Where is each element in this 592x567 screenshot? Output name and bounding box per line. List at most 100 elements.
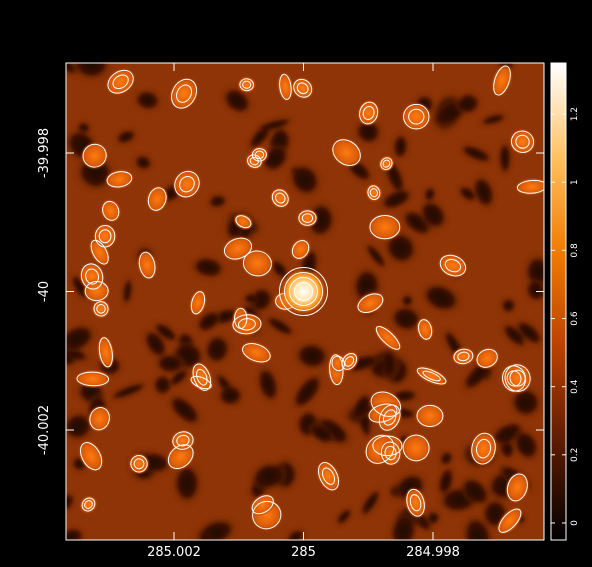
contour-outer xyxy=(439,254,467,277)
dark-trough xyxy=(152,373,174,397)
contour-outer xyxy=(279,73,292,100)
contour-outer xyxy=(369,215,401,240)
emission-blob xyxy=(276,71,295,103)
contour-outer xyxy=(251,495,274,515)
contour-inner xyxy=(408,108,425,125)
x-tick-label: 285 xyxy=(291,545,316,560)
emission-blob xyxy=(80,141,110,171)
contour-inner xyxy=(176,434,190,447)
contour-outer xyxy=(403,103,430,130)
dark-trough xyxy=(418,198,449,232)
emission-blob xyxy=(249,492,277,517)
contour-outer xyxy=(298,210,317,226)
emission-blob xyxy=(96,334,116,370)
dark-trough xyxy=(511,428,541,463)
colorbar-gradient xyxy=(551,63,566,540)
dark-trough xyxy=(66,526,86,540)
contour-inner xyxy=(176,84,193,103)
contour-outer xyxy=(80,442,103,471)
contour-outer xyxy=(506,473,528,502)
contour-outer xyxy=(98,337,113,368)
contour-inner xyxy=(444,258,462,273)
contour-outer xyxy=(242,250,272,277)
contour-outer xyxy=(84,281,109,302)
dark-trough xyxy=(458,143,494,164)
emission-blob xyxy=(86,404,113,433)
y-axis: -39.998 -40 -40.002 xyxy=(37,128,544,455)
y-tick-label: -40 xyxy=(37,281,52,302)
dark-trough xyxy=(198,530,212,540)
dark-trough xyxy=(423,186,437,203)
contour-inner xyxy=(409,494,422,512)
contour-outer xyxy=(402,434,430,462)
contour-outer xyxy=(380,441,401,465)
emission-blob xyxy=(82,278,112,304)
dark-trough xyxy=(142,328,169,360)
dark-trough xyxy=(192,517,238,540)
contour-inner xyxy=(238,318,256,331)
dark-trough xyxy=(66,323,97,354)
dark-trough xyxy=(264,315,296,337)
dark-trough xyxy=(133,154,153,171)
emission-blob xyxy=(400,432,433,464)
contour-outer xyxy=(317,462,340,491)
x-axis: 285.002 285 284.998 xyxy=(147,63,460,560)
contour-outer xyxy=(80,263,104,290)
contour-inner xyxy=(382,159,391,168)
dark-trough xyxy=(354,118,383,146)
contour-outer xyxy=(498,508,522,533)
dark-trough xyxy=(114,129,138,145)
dark-trough xyxy=(388,304,424,333)
dark-trough xyxy=(154,352,187,375)
dark-trough xyxy=(392,132,409,161)
contour-inner xyxy=(301,213,314,223)
contour-outer xyxy=(81,497,96,512)
dark-trough xyxy=(350,391,374,424)
dark-trough xyxy=(216,383,244,407)
colorbar-tick-label: 0.6 xyxy=(570,311,580,326)
contour-inner xyxy=(384,445,397,461)
dark-trough xyxy=(207,193,228,209)
contour-inner xyxy=(322,467,336,485)
emission-blob xyxy=(366,212,403,242)
dark-trough xyxy=(471,174,496,210)
contour-outer xyxy=(93,301,109,317)
emission-blob xyxy=(502,361,534,395)
contour-outer xyxy=(416,404,444,427)
contour-outer xyxy=(368,403,398,423)
dark-trough xyxy=(454,91,482,116)
emission-blob xyxy=(490,63,514,98)
x-tick-label: 285.002 xyxy=(147,545,201,560)
contour-inner xyxy=(249,156,259,166)
dark-trough xyxy=(457,185,478,203)
dark-trough xyxy=(167,367,190,388)
contour-outer xyxy=(359,101,379,125)
contour-outer xyxy=(380,157,393,170)
contour-inner xyxy=(344,356,355,367)
emission-blob xyxy=(88,237,112,267)
contour-outer xyxy=(471,432,496,465)
colorbar-frame xyxy=(550,62,567,541)
contour-outer xyxy=(251,148,267,162)
contour-inner xyxy=(112,74,129,90)
emission-blob xyxy=(77,439,105,473)
contour-outer xyxy=(107,69,134,94)
dark-trough xyxy=(439,450,454,467)
contour-outer xyxy=(293,78,313,98)
emission-blob xyxy=(378,438,403,468)
contour-outer xyxy=(510,130,535,153)
contour-outer xyxy=(171,78,198,109)
contour-outer xyxy=(252,500,282,530)
emission-blob xyxy=(400,101,433,132)
dark-trough xyxy=(378,187,415,211)
emission-blob xyxy=(508,127,537,156)
contour-inner xyxy=(254,150,265,160)
dark-trough xyxy=(335,507,353,526)
emission-blob xyxy=(239,340,274,365)
contour-inner xyxy=(382,409,397,426)
colorbar-tick-label: 1 xyxy=(570,179,580,185)
dark-trough xyxy=(66,411,95,442)
dark-trough xyxy=(306,421,337,446)
contour-outer xyxy=(291,240,310,259)
